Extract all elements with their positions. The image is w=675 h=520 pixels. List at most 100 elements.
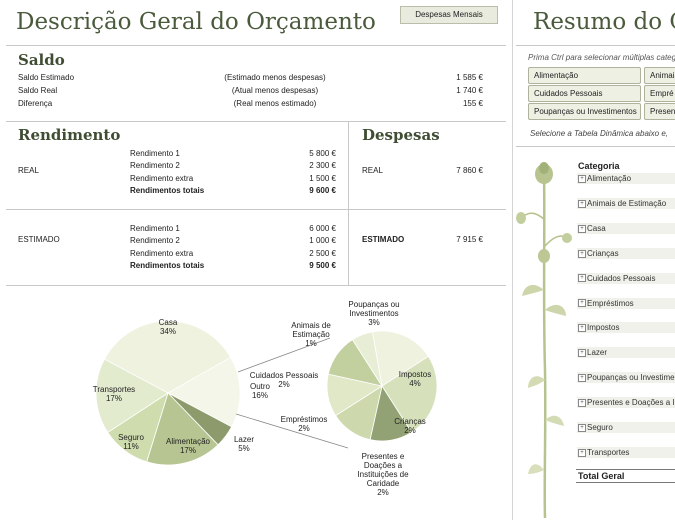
slicer-presentes[interactable]: Present: [644, 103, 675, 120]
saldo-desc-2: (Atual menos despesas): [231, 86, 319, 95]
pie-value-casa: 34%: [159, 327, 176, 336]
expand-plus-icon[interactable]: +: [578, 199, 586, 208]
pie-value-alimentacao: 17%: [179, 446, 196, 455]
category-row[interactable]: + Animais de Estimação: [578, 198, 666, 209]
category-label: Alimentação: [587, 174, 632, 183]
category-row[interactable]: + Casa: [578, 223, 606, 234]
grand-total-label: Total Geral: [578, 471, 625, 481]
expand-plus-icon[interactable]: +: [578, 299, 586, 308]
expand-plus-icon[interactable]: +: [578, 249, 586, 258]
real-income-total-value: 9 600 €: [309, 186, 336, 195]
category-row[interactable]: + Presentes e Doações a Ins: [578, 397, 675, 408]
ctrl-hint: Prima Ctrl para selecionar múltiplas cat…: [528, 53, 675, 62]
category-label: Transportes: [587, 447, 630, 457]
category-label: Seguro: [587, 423, 613, 432]
category-row-bg: [577, 297, 675, 309]
category-row-bg: [577, 272, 675, 284]
slicer-emprestimos[interactable]: Empré: [644, 85, 675, 102]
pie-value-outro: 16%: [251, 391, 268, 400]
category-row-bg: [577, 322, 675, 334]
pie-label-criancas: Crianças: [394, 417, 426, 426]
est-income-2-label: Rendimento 2: [130, 236, 180, 245]
monthly-expenses-button[interactable]: Despesas Mensais: [400, 6, 498, 24]
category-row-bg: [577, 173, 675, 184]
real-income-1-label: Rendimento 1: [130, 149, 180, 158]
pie-label-emprestimos: Empréstimos: [280, 415, 328, 424]
real-income-2-value: 2 300 €: [309, 161, 336, 170]
saldo-desc-3: (Real menos estimado): [233, 99, 317, 108]
real-expenses-label: REAL: [362, 166, 383, 175]
expand-plus-icon[interactable]: +: [578, 274, 586, 283]
rendimento-heading: Rendimento: [18, 126, 121, 144]
est-income-total-value: 9 500 €: [309, 261, 336, 270]
pie-label-poupancas: Poupanças ou Investimentos: [348, 300, 400, 318]
category-row[interactable]: + Impostos: [578, 322, 619, 333]
pie-label-outro: Outro: [249, 382, 270, 391]
estimated-income-label: ESTIMADO: [18, 235, 60, 244]
category-row[interactable]: + Transportes: [578, 447, 629, 458]
pie-label-presentes: Presentes e Doações a Instituições de Ca…: [357, 452, 409, 488]
expand-plus-icon[interactable]: +: [578, 374, 586, 383]
saldo-value-2: 1 740 €: [456, 86, 483, 95]
category-label: Empréstimos: [587, 298, 634, 308]
category-row-bg: [577, 372, 675, 384]
expand-plus-icon[interactable]: +: [578, 224, 586, 233]
category-row-bg: [577, 422, 675, 433]
category-row[interactable]: + Empréstimos: [578, 298, 634, 309]
category-row[interactable]: + Seguro: [578, 422, 613, 433]
expand-plus-icon[interactable]: +: [578, 324, 586, 333]
est-income-1-label: Rendimento 1: [130, 224, 180, 233]
pie-label-alimentacao: Alimentação: [165, 437, 211, 446]
est-income-extra-label: Rendimento extra: [130, 249, 194, 258]
category-row[interactable]: + Lazer: [578, 347, 607, 358]
category-row-bg: [577, 347, 675, 359]
category-label: Cuidados Pessoais: [587, 273, 656, 283]
despesas-heading: Despesas: [362, 126, 440, 144]
expand-plus-icon[interactable]: +: [578, 398, 586, 407]
category-row[interactable]: + Crianças: [578, 248, 619, 259]
pie-label-cuidados: Cuidados Pessoais: [249, 371, 319, 380]
real-expenses-value: 7 860 €: [456, 166, 483, 175]
pie-value-cuidados: 2%: [278, 380, 290, 389]
overview-title: Descrição Geral do Orçamento: [16, 9, 376, 35]
saldo-label-3: Diferença: [18, 99, 53, 108]
slicer-animais[interactable]: Animais: [644, 67, 675, 84]
estimated-expenses-label: ESTIMADO: [362, 235, 405, 244]
category-row-bg: [577, 446, 675, 458]
pie-value-poupancas: 3%: [368, 318, 380, 327]
pie-label-casa: Casa: [158, 318, 178, 327]
pie-label-impostos: Impostos: [398, 370, 432, 379]
slicer-alimentacao[interactable]: Alimentação: [528, 67, 641, 84]
category-row-bg: [577, 247, 675, 259]
category-row[interactable]: + Alimentação: [578, 173, 631, 184]
saldo-desc-1: (Estimado menos despesas): [224, 73, 326, 82]
saldo-heading: Saldo: [18, 51, 65, 69]
connector-line-bottom: [235, 413, 349, 449]
secondary-pie-slice-animais: [351, 331, 383, 387]
category-label: Presentes e Doações a Ins: [587, 398, 675, 408]
estimated-expenses-value: 7 915 €: [456, 235, 483, 244]
pie-label-transportes: Transportes: [92, 385, 136, 394]
pie-value-presentes: 2%: [377, 488, 389, 497]
category-row-bg: [577, 397, 675, 409]
real-income-label: REAL: [18, 166, 39, 175]
pivot-hint: Selecione a Tabela Dinâmica abaixo e,: [530, 129, 669, 138]
saldo-value-1: 1 585 €: [456, 73, 483, 82]
pie-value-impostos: 4%: [409, 379, 421, 388]
category-label: Poupanças ou Investiment: [587, 373, 675, 383]
expand-plus-icon[interactable]: +: [578, 423, 586, 432]
category-label: Impostos: [587, 323, 620, 333]
expenses-pie-chart: [95, 320, 438, 466]
expand-plus-icon[interactable]: +: [578, 448, 586, 457]
expand-plus-icon[interactable]: +: [578, 349, 586, 358]
resumo-title: Resumo do Or: [533, 9, 675, 35]
plant-illustration: [516, 162, 572, 519]
slicer-cuidados-pessoais[interactable]: Cuidados Pessoais: [528, 85, 641, 102]
category-row[interactable]: + Cuidados Pessoais: [578, 273, 655, 284]
category-row[interactable]: + Poupanças ou Investiment: [578, 372, 675, 383]
slicer-poupancas[interactable]: Poupanças ou Investimentos: [528, 103, 641, 120]
expand-plus-icon[interactable]: +: [578, 174, 586, 183]
pie-value-seguro: 11%: [123, 442, 139, 451]
real-income-extra-value: 1 500 €: [309, 174, 336, 183]
est-income-total-label: Rendimentos totais: [130, 261, 205, 270]
